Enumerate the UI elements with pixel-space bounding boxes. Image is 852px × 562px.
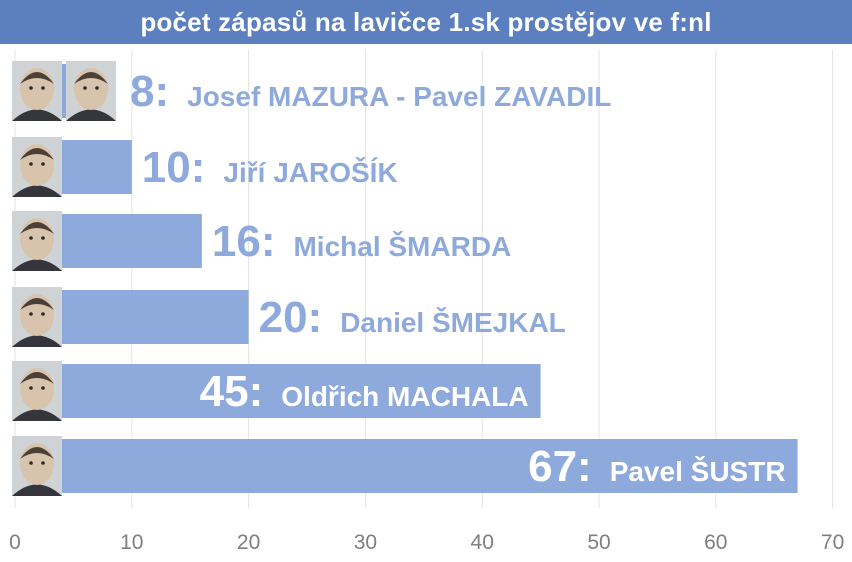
value-label: 8: bbox=[130, 67, 169, 116]
coach-photo bbox=[66, 61, 116, 121]
x-tick-label: 40 bbox=[471, 531, 494, 554]
category-label: Jiří JAROŠÍK bbox=[223, 156, 397, 188]
chart-title-bar: počet zápasů na lavičce 1.sk prostějov v… bbox=[0, 0, 852, 44]
x-tick-label: 70 bbox=[821, 531, 844, 554]
coach-photo bbox=[12, 287, 62, 347]
photos-layer bbox=[12, 61, 116, 496]
chart-title: počet zápasů na lavičce 1.sk prostějov v… bbox=[140, 6, 712, 37]
category-label: Josef MAZURA - Pavel ZAVADIL bbox=[187, 81, 611, 112]
x-tick-label: 60 bbox=[704, 531, 727, 554]
category-label: Oldřich MACHALA bbox=[281, 381, 528, 412]
x-tick-label: 20 bbox=[237, 531, 260, 554]
grid-layer bbox=[14, 50, 834, 508]
value-label: 45: bbox=[200, 367, 264, 416]
bars-layer bbox=[15, 64, 798, 493]
x-tick-label: 10 bbox=[120, 531, 143, 554]
bar bbox=[15, 439, 798, 493]
labels-layer: 8: Josef MAZURA - Pavel ZAVADIL 10: Jiří JA… bbox=[130, 67, 786, 491]
x-tick-label: 0 bbox=[9, 531, 21, 554]
value-label: 20: bbox=[259, 293, 323, 342]
coach-photo bbox=[12, 361, 62, 421]
x-axis-ticks: 0 10 20 30 40 50 60 70 bbox=[9, 531, 844, 554]
coach-photo bbox=[12, 436, 62, 496]
coach-photo bbox=[12, 137, 62, 197]
x-tick-label: 30 bbox=[354, 531, 377, 554]
category-label: Michal ŠMARDA bbox=[293, 230, 511, 262]
value-label: 67: bbox=[528, 442, 592, 491]
value-label: 16: bbox=[212, 217, 276, 266]
x-tick-label: 50 bbox=[587, 531, 610, 554]
category-label: Pavel ŠUSTR bbox=[610, 455, 786, 487]
bar bbox=[15, 364, 541, 418]
coach-photo bbox=[12, 61, 62, 121]
category-label: Daniel ŠMEJKAL bbox=[340, 306, 566, 338]
value-label: 10: bbox=[142, 143, 206, 192]
coach-photo bbox=[12, 211, 62, 271]
